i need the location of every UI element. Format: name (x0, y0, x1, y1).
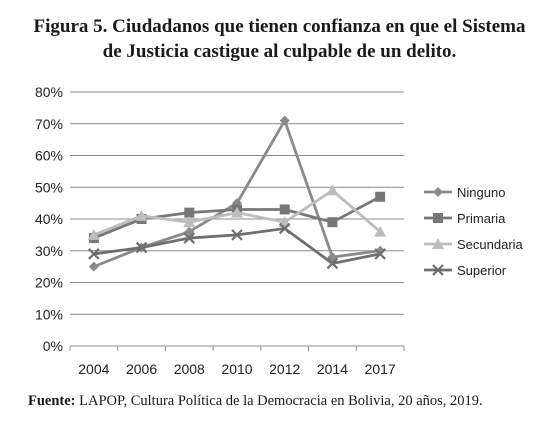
legend-item-superior: Superior (424, 263, 507, 278)
x-tick-label: 2006 (126, 361, 157, 377)
data-point-secundaria (135, 209, 148, 221)
legend-item-secundaria: Secundaria (424, 237, 524, 252)
data-point-secundaria (87, 228, 100, 240)
data-point-superior (183, 232, 196, 244)
data-point-superior (135, 241, 148, 254)
legend-marker-ninguno (433, 187, 443, 197)
x-tick-label: 2004 (78, 361, 109, 377)
legend-label-ninguno: Ninguno (457, 185, 505, 200)
data-point-primaria (375, 191, 386, 202)
y-axis-ticks: 0% 10% 20% 30% 40% 50% 60% 70% 80% (35, 84, 63, 354)
legend-marker-secundaria (432, 238, 444, 249)
data-point-superior (231, 229, 243, 241)
series-lines (87, 115, 387, 272)
data-point-superior (374, 248, 386, 260)
x-tick-label: 2012 (269, 361, 300, 377)
series-secundaria (87, 184, 387, 240)
y-tick-label: 0% (43, 338, 63, 354)
y-tick-label: 50% (35, 179, 63, 195)
data-point-secundaria (231, 206, 243, 218)
x-axis-ticks: 2004 2006 2008 2010 2012 2014 2017 (69, 346, 405, 377)
y-tick-label: 20% (35, 275, 63, 291)
data-point-superior (278, 222, 291, 235)
data-point-superior (88, 248, 100, 260)
legend-item-primaria: Primaria (424, 211, 506, 226)
data-point-primaria (279, 204, 290, 215)
data-point-secundaria (374, 225, 387, 237)
chart-title-line-1: Figura 5. Ciudadanos que tienen confianz… (33, 16, 526, 37)
y-tick-label: 10% (35, 306, 63, 322)
x-tick-label: 2014 (317, 361, 348, 377)
y-tick-label: 40% (35, 211, 63, 227)
y-tick-label: 80% (35, 84, 63, 100)
data-point-ninguno (279, 115, 290, 126)
data-point-secundaria (183, 216, 196, 228)
y-tick-label: 60% (35, 148, 63, 164)
legend-marker-superior (432, 264, 444, 276)
legend-label-secundaria: Secundaria (457, 237, 524, 252)
y-tick-label: 70% (35, 116, 63, 132)
source-text: LAPOP, Cultura Política de la Democracia… (79, 393, 483, 409)
legend-label-primaria: Primaria (457, 211, 506, 226)
legend-marker-primaria (433, 213, 443, 223)
legend-item-ninguno: Ninguno (424, 185, 505, 200)
x-tick-label: 2010 (221, 361, 252, 377)
source-label: Fuente: (28, 393, 76, 409)
chart-title-line-2: de Justicia castigue al culpable de un d… (102, 41, 457, 62)
legend-label-superior: Superior (457, 263, 507, 278)
chart-title: Figura 5. Ciudadanos que tienen confianz… (0, 14, 559, 64)
series-superior (88, 222, 386, 270)
grid-lines (70, 91, 404, 347)
x-tick-label: 2008 (174, 361, 205, 377)
data-point-superior (326, 257, 339, 270)
data-point-ninguno (88, 261, 99, 272)
legend: Ninguno Primaria Secundaria Superior (424, 185, 524, 278)
y-tick-label: 30% (35, 243, 63, 259)
x-tick-label: 2017 (365, 361, 396, 377)
data-point-primaria (184, 207, 195, 218)
data-point-primaria (327, 217, 338, 228)
data-point-secundaria (326, 184, 339, 196)
source-note: Fuente: LAPOP, Cultura Política de la De… (28, 393, 483, 410)
